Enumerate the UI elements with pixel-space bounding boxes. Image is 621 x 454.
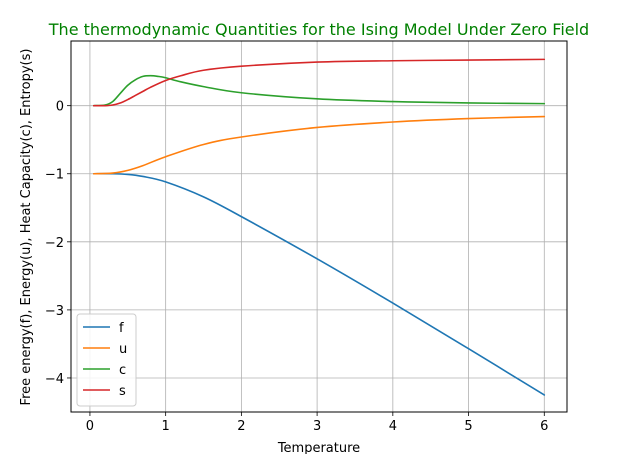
series-line-u [92, 115, 546, 175]
chart-title: The thermodynamic Quantities for the Isi… [48, 20, 589, 39]
x-tick-label: 0 [86, 419, 94, 434]
y-tick-label: −2 [45, 236, 64, 251]
legend-box [76, 313, 137, 407]
legend-label-s: s [119, 384, 126, 399]
x-tick-label: 1 [162, 419, 170, 434]
x-axis-label: Temperature [277, 441, 360, 454]
ticks: 0 1 2 3 4 5 6 −4 −3 −2 −1 0 [45, 100, 549, 434]
x-tick-label: 2 [237, 419, 245, 434]
y-tick-label: 0 [56, 100, 64, 115]
series-line-c [92, 74, 546, 107]
y-tick-label: −1 [45, 168, 64, 183]
legend-label-c: c [119, 363, 126, 378]
series-line-f [92, 172, 546, 396]
grid [71, 41, 567, 412]
x-tick-label: 3 [313, 419, 321, 434]
legend-label-f: f [119, 321, 124, 336]
series-line-s [92, 58, 546, 107]
x-tick-label: 5 [464, 419, 472, 434]
y-tick-label: −4 [45, 372, 64, 387]
x-tick-label: 4 [389, 419, 397, 434]
legend-label-u: u [119, 342, 127, 357]
series-lines [92, 58, 546, 396]
y-axis-label: Free energy(f), Energy(u), Heat Capacity… [19, 49, 34, 406]
y-tick-label: −3 [45, 304, 64, 319]
plot-frame [70, 40, 568, 413]
x-tick-label: 6 [540, 419, 548, 434]
